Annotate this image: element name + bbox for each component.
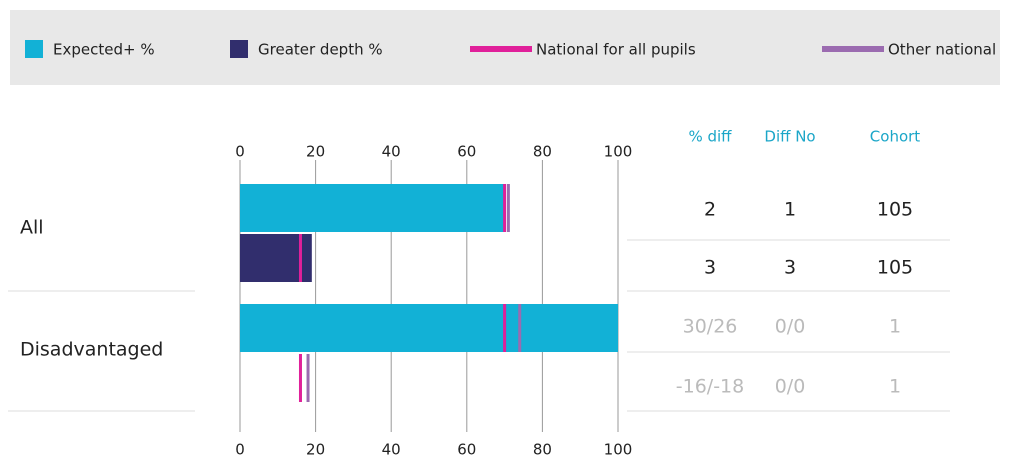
marker [298, 354, 302, 402]
legend-swatch [25, 40, 43, 58]
x-tick-label: 60 [457, 143, 476, 161]
marker [298, 234, 302, 282]
table-cell: 1 [784, 199, 796, 221]
table-cell: 2 [704, 199, 716, 221]
marker [503, 304, 507, 352]
legend-swatch [470, 46, 532, 52]
legend-label: National for all pupils [536, 41, 696, 59]
category-label: All [20, 217, 44, 239]
legend-swatch [822, 46, 884, 52]
x-tick-label: 20 [306, 143, 325, 161]
table-cell: 3 [784, 257, 796, 279]
x-tick-label: 80 [533, 441, 552, 459]
x-tick-label: 100 [604, 143, 633, 161]
table-header: Cohort [870, 128, 921, 146]
category-label: Disadvantaged [20, 339, 163, 361]
x-tick-label: 40 [382, 143, 401, 161]
table-cell: 3 [704, 257, 716, 279]
table-header: % diff [688, 128, 732, 146]
bar [240, 184, 505, 232]
x-tick-label: 0 [235, 441, 245, 459]
x-tick-label: 40 [382, 441, 401, 459]
marker [503, 184, 507, 232]
x-tick-label: 100 [604, 441, 633, 459]
marker [306, 354, 310, 402]
table-cell: 0/0 [775, 376, 806, 398]
table-cell: 0/0 [775, 316, 806, 338]
x-tick-label: 80 [533, 143, 552, 161]
table-cell: 30/26 [683, 316, 738, 338]
legend-label: Greater depth % [258, 41, 383, 59]
marker [506, 184, 510, 232]
x-tick-label: 60 [457, 441, 476, 459]
x-tick-label: 0 [235, 143, 245, 161]
marker [518, 304, 522, 352]
table-cell: 105 [877, 199, 913, 221]
bar [240, 304, 618, 352]
x-tick-label: 20 [306, 441, 325, 459]
table-cell: -16/-18 [676, 376, 744, 398]
table-cell: 1 [889, 316, 901, 338]
legend-label: Expected+ % [53, 41, 155, 59]
table-header: Diff No [764, 128, 815, 146]
table-cell: 1 [889, 376, 901, 398]
table-cell: 105 [877, 257, 913, 279]
legend-label: Other national [888, 41, 996, 59]
legend-swatch [230, 40, 248, 58]
